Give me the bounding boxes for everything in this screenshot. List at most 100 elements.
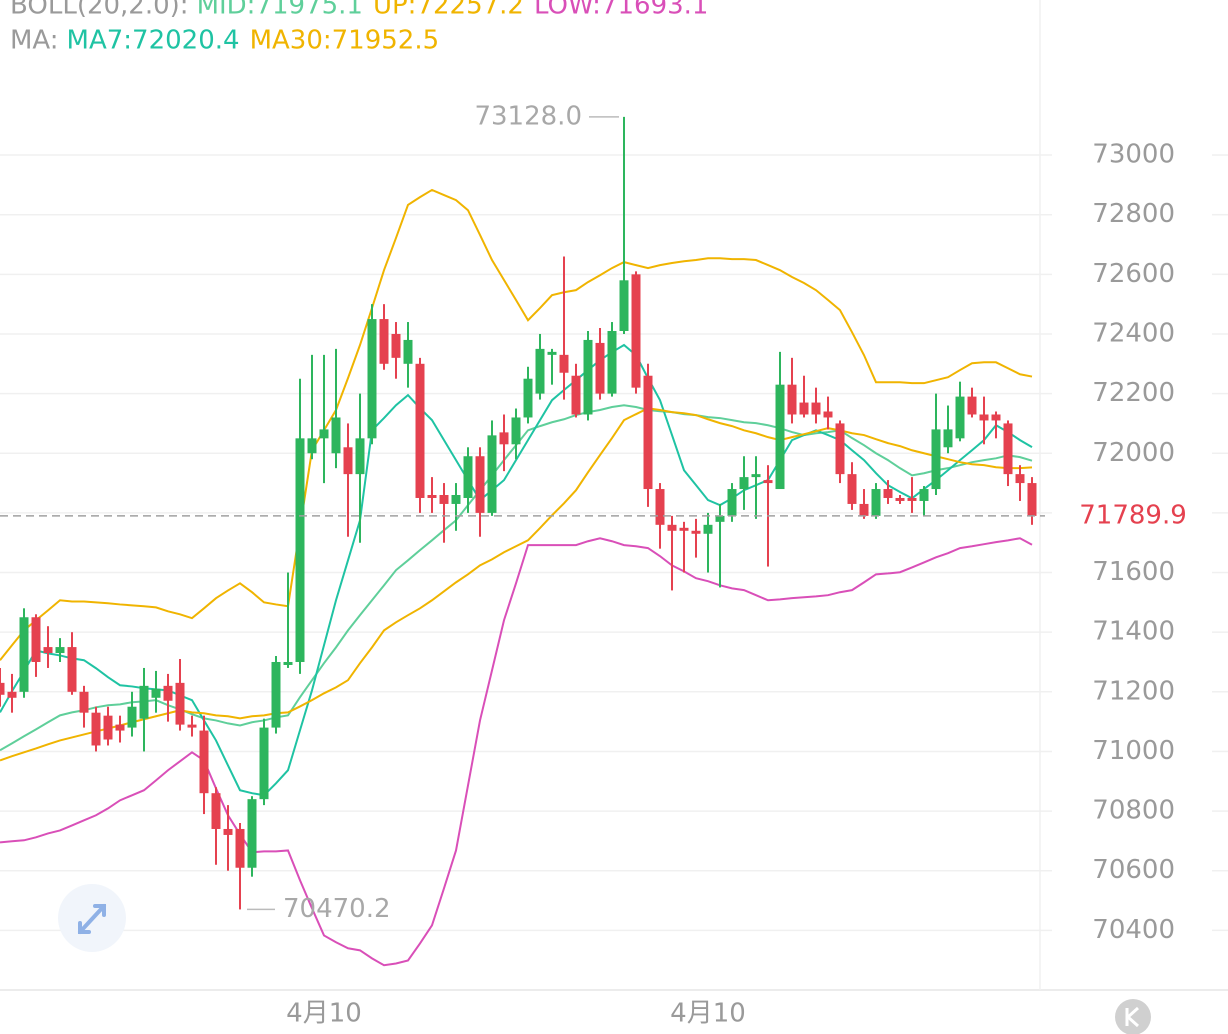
candle-body (871, 489, 881, 516)
candle-body (571, 375, 581, 415)
candle-body (79, 691, 89, 713)
candle-body (607, 330, 617, 394)
candle-body (727, 489, 737, 516)
y-tick-label: 72400 (1092, 318, 1175, 348)
candle-body (319, 429, 329, 439)
candle-body (643, 375, 653, 490)
last-price-label: 71789.9 (1079, 500, 1187, 530)
y-tick-label: 71000 (1092, 736, 1175, 766)
x-tick-label: 4月10 (286, 999, 362, 1029)
candle-body (127, 706, 137, 728)
candle-body (907, 497, 917, 501)
candle-body (535, 348, 545, 394)
candle-body (823, 411, 833, 418)
y-tick-label: 71600 (1092, 557, 1175, 587)
candle-body (787, 384, 797, 415)
y-tick-label: 70600 (1092, 855, 1175, 885)
candle-body (103, 715, 113, 740)
candle-body (547, 351, 557, 355)
candle-body (439, 495, 449, 504)
candle-body (1027, 483, 1037, 516)
plot-area (0, 116, 1228, 967)
candle-body (739, 477, 749, 490)
candle-body (847, 474, 857, 504)
y-tick-label: 70400 (1092, 915, 1175, 945)
candle-body (991, 414, 1001, 421)
candle-body (283, 661, 293, 665)
candle-body (295, 438, 305, 662)
kline-icon[interactable] (1125, 1006, 1140, 1028)
candle-body (259, 727, 269, 800)
legend-entry: UP:72257.2 (373, 0, 524, 21)
candle-body (307, 438, 317, 454)
candle-body (247, 799, 257, 868)
kline-button[interactable] (1115, 999, 1151, 1034)
candle-body (967, 396, 977, 415)
candle-body (655, 489, 665, 525)
min-label: 70470.2 (283, 894, 391, 924)
legend-group-label: BOLL(20,2.0): (10, 0, 189, 21)
candle-body (703, 524, 713, 534)
candle-body (163, 685, 173, 701)
candle-body (7, 691, 17, 698)
candle-body (31, 617, 41, 662)
candle-body (367, 319, 377, 439)
candle-body (391, 333, 401, 358)
candle-body (895, 497, 905, 501)
expand-icon[interactable] (78, 904, 106, 934)
candle-body (487, 435, 497, 513)
candle-body (187, 724, 197, 728)
y-tick-label: 73000 (1092, 140, 1175, 170)
kline-button-bg[interactable] (1115, 999, 1151, 1034)
candle-body (271, 661, 281, 728)
candle-body (679, 527, 689, 531)
candle-body (1015, 474, 1025, 484)
candle-body (451, 495, 461, 504)
candle-body (691, 530, 701, 534)
y-tick-label: 72200 (1092, 378, 1175, 408)
candle-body (943, 429, 953, 448)
candle-body (595, 342, 605, 394)
candle-body (463, 456, 473, 498)
legend-entry: MA7:72020.4 (67, 26, 240, 56)
candle-body (559, 354, 569, 373)
candle-body (1003, 423, 1013, 475)
candle-body (583, 339, 593, 415)
expand-button[interactable] (58, 884, 126, 952)
candle-body (835, 423, 845, 475)
candle-body (211, 793, 221, 829)
candle-body (343, 447, 353, 475)
candle-body (415, 363, 425, 498)
candle-body (199, 730, 209, 794)
candle-body (751, 474, 761, 478)
x-tick-label: 4月10 (670, 999, 746, 1029)
candle-body (619, 280, 629, 331)
candle-body (775, 384, 785, 490)
candle-body (475, 456, 485, 513)
indicator-line (0, 188, 1033, 661)
y-tick-label: 70800 (1092, 796, 1175, 826)
candle-body (859, 503, 869, 516)
candle-body (19, 617, 29, 692)
candle-body (763, 480, 773, 484)
y-tick-label: 71200 (1092, 676, 1175, 706)
candle-body (403, 339, 413, 364)
candle-body (151, 688, 161, 698)
candle-body (955, 396, 965, 439)
legend-entry: LOW:71693.1 (534, 0, 708, 21)
candle-body (631, 274, 641, 388)
candle-body (799, 402, 809, 415)
candle-body (67, 647, 77, 692)
candle-body (379, 319, 389, 364)
candle-body (115, 724, 125, 731)
legend-entry: MID:71975.1 (197, 0, 363, 21)
candle-body (499, 432, 509, 445)
candle-body (883, 489, 893, 498)
candle-body (0, 682, 5, 695)
candle-body (427, 495, 437, 498)
indicator-line (0, 407, 1033, 762)
legend-entry: MA30:71952.5 (250, 26, 440, 56)
candle-body (223, 828, 233, 835)
